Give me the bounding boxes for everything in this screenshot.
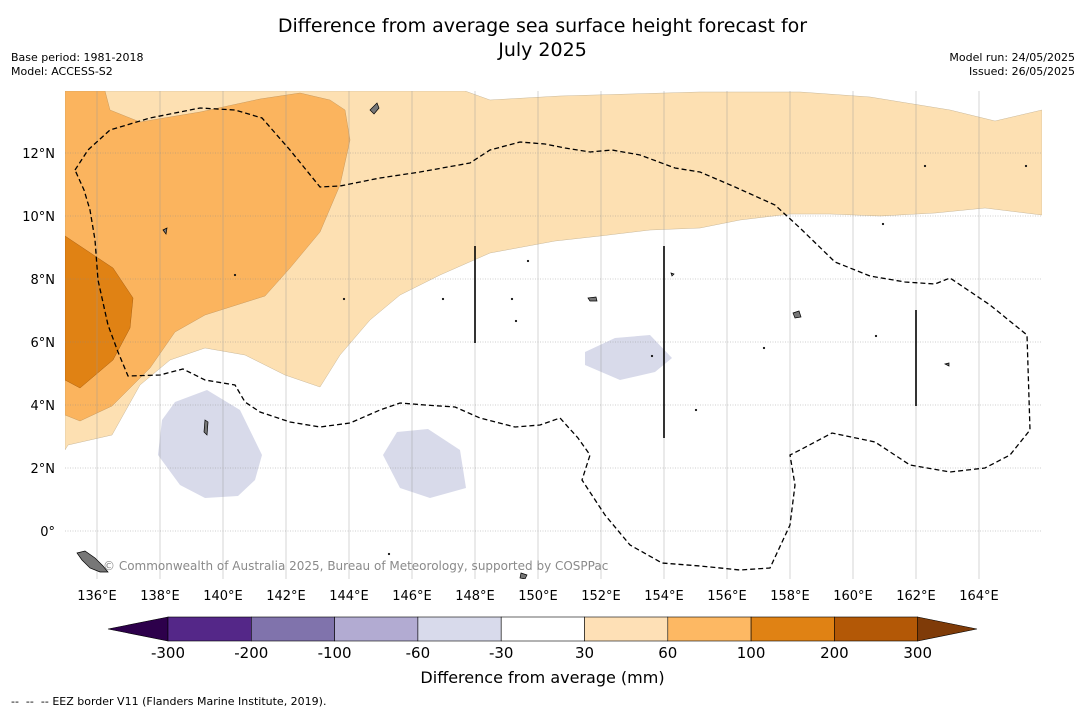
copyright-credit: © Commonwealth of Australia 2025, Bureau… <box>103 559 608 573</box>
title-line-1: Difference from average sea surface heig… <box>277 15 808 37</box>
colorbar-segment <box>750 616 835 642</box>
colorbar-tick-label: -100 <box>318 644 352 662</box>
region-100-200 <box>65 235 134 389</box>
issued-date: Issued: 26/05/2025 <box>968 65 1075 78</box>
model-run: Model run: 24/05/2025 <box>949 51 1075 64</box>
colorbar-tick-label: -200 <box>234 644 268 662</box>
region-neg-1 <box>158 390 262 498</box>
colorbar-extend-low <box>107 616 169 642</box>
colorbar-segment <box>667 616 752 642</box>
colorbar-tick-label: 200 <box>820 644 849 662</box>
page-title: Difference from average sea surface heig… <box>0 14 1085 62</box>
eez-legend: -- -- -- EEZ border V11 (Flanders Marine… <box>11 695 326 708</box>
colorbar-title: Difference from average (mm) <box>420 668 665 687</box>
lon-axis: 136°E 138°E 140°E 142°E 144°E 146°E 148°… <box>77 589 999 604</box>
region-neg-3 <box>585 335 672 380</box>
colorbar-segment <box>500 616 585 642</box>
dash-sample: -- -- -- <box>11 695 53 708</box>
lon-tick-label: 144°E <box>329 589 369 604</box>
lon-tick-label: 146°E <box>392 589 432 604</box>
lon-tick-label: 138°E <box>140 589 180 604</box>
lat-tick-label: 12°N <box>22 147 55 162</box>
meta-left: Base period: 1981-2018 Model: ACCESS-S2 <box>11 51 143 79</box>
colorbar: -300 -200 -100 -60 -30 30 60 100 200 300 <box>107 616 978 662</box>
lon-tick-label: 154°E <box>644 589 684 604</box>
colorbar-segment <box>334 616 419 642</box>
lon-tick-label: 162°E <box>896 589 936 604</box>
lon-tick-label: 148°E <box>455 589 495 604</box>
lat-tick-label: 4°N <box>31 399 56 414</box>
colorbar-tick-label: -300 <box>151 644 185 662</box>
lon-tick-label: 158°E <box>770 589 810 604</box>
title-line-2: July 2025 <box>498 39 587 61</box>
lon-tick-label: 152°E <box>581 589 621 604</box>
colorbar-tick-label: 300 <box>903 644 932 662</box>
eez-legend-text: EEZ border V11 (Flanders Marine Institut… <box>52 695 327 708</box>
region-neg-2 <box>383 429 466 498</box>
lon-tick-label: 140°E <box>203 589 243 604</box>
base-period: Base period: 1981-2018 <box>11 51 144 64</box>
lat-tick-label: 6°N <box>31 336 56 351</box>
map-area: © Commonwealth of Australia 2025, Bureau… <box>65 91 1042 579</box>
colorbar-tick-label: 100 <box>737 644 766 662</box>
islands <box>76 102 1028 579</box>
lon-tick-label: 156°E <box>707 589 747 604</box>
colorbar-tick-label: -30 <box>489 644 514 662</box>
colorbar-segment <box>417 616 502 642</box>
lat-tick-label: 2°N <box>31 462 56 477</box>
lon-tick-label: 150°E <box>518 589 558 604</box>
lon-tick-label: 160°E <box>833 589 873 604</box>
lat-tick-label: 0° <box>40 525 55 540</box>
colorbar-tick-label: 30 <box>575 644 594 662</box>
colorbar-segment <box>584 616 669 642</box>
lat-tick-label: 8°N <box>31 273 56 288</box>
lon-tick-label: 164°E <box>959 589 999 604</box>
model-name: Model: ACCESS-S2 <box>11 65 113 78</box>
grid-lines <box>65 152 1042 532</box>
lat-axis: 12°N 10°N 8°N 6°N 4°N 2°N 0° <box>22 147 55 540</box>
colorbar-tick-label: 60 <box>658 644 677 662</box>
lon-tick-label: 136°E <box>77 589 117 604</box>
eez-solid-lines <box>474 246 917 438</box>
colorbar-segment <box>167 616 252 642</box>
lat-tick-label: 10°N <box>22 210 55 225</box>
colorbar-tick-label: -60 <box>406 644 431 662</box>
colorbar-segment <box>834 616 919 642</box>
colorbar-extend-high <box>917 616 978 642</box>
meridian-lines <box>96 91 980 579</box>
colorbar-segment <box>251 616 335 642</box>
eez-border <box>74 107 1031 571</box>
lon-tick-label: 142°E <box>266 589 306 604</box>
meta-right: Model run: 24/05/2025 Issued: 26/05/2025 <box>949 51 1075 79</box>
